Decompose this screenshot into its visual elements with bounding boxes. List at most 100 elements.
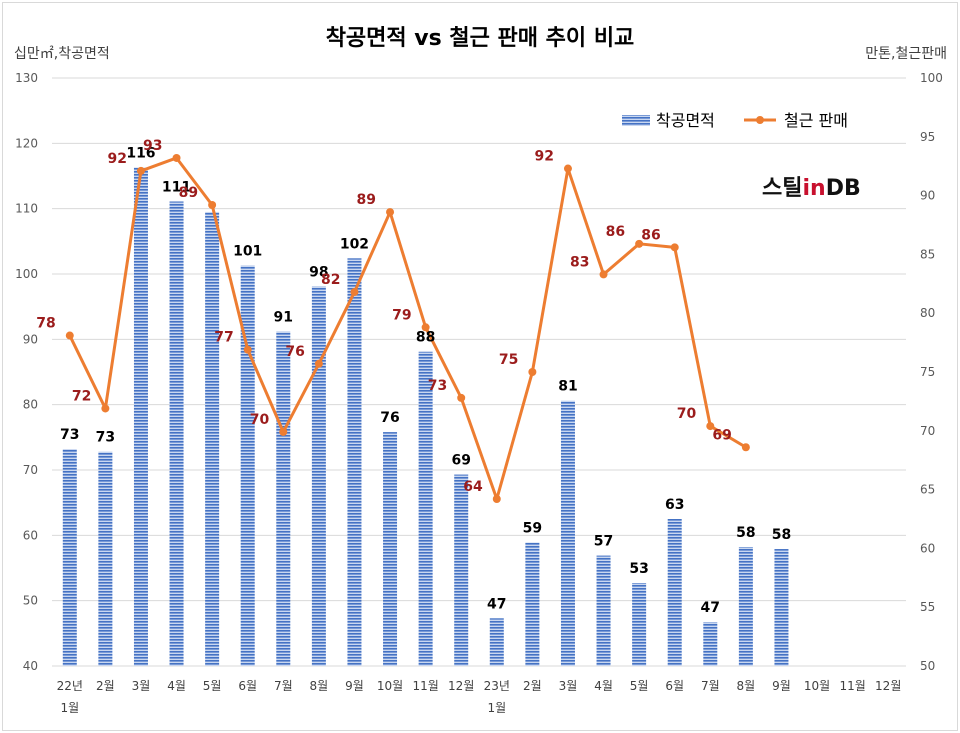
right-tick-label: 55	[920, 600, 935, 614]
line-point	[172, 153, 181, 162]
line-data-label: 70	[250, 412, 270, 428]
bar-data-label: 58	[772, 527, 791, 543]
x-tick-label: 6월	[238, 679, 257, 693]
x-tick-label: 7월	[274, 679, 293, 693]
bar	[560, 400, 575, 666]
left-tick-label: 40	[23, 659, 38, 673]
bar	[454, 474, 469, 666]
bar-data-label: 81	[558, 379, 577, 395]
bar-data-labels: 73 73 116 111 101 91 98 102 76 88 69 47 59 81 57 53 63 47…	[60, 146, 791, 617]
line-data-label: 86	[641, 227, 660, 243]
x-tick-label: 8월	[737, 679, 756, 693]
legend-bar-label: 착공면적	[656, 111, 715, 130]
right-tick-label: 65	[920, 483, 935, 497]
line-data-labels: 78 72 92 93 89 77 70 76 82 89 79 73 64 75 92 83 86 86 70 69	[36, 138, 732, 495]
bar-data-label: 116	[126, 146, 155, 162]
line-point	[492, 495, 501, 504]
bar	[133, 167, 148, 667]
x-tick-label: 9월	[345, 679, 364, 693]
line-point	[208, 201, 217, 210]
x-tick-label: 4월	[594, 679, 613, 693]
right-tick-label: 50	[920, 659, 935, 673]
bar	[205, 211, 220, 666]
right-tick-label: 70	[920, 424, 935, 438]
bar	[525, 542, 540, 666]
line-point	[386, 208, 395, 217]
x-tick-label: 1월	[60, 701, 79, 715]
x-tick-label: 9월	[772, 679, 791, 693]
line-data-label: 83	[570, 254, 589, 270]
bar	[169, 201, 184, 667]
bar-data-label: 102	[340, 236, 369, 252]
x-tick-label: 23년	[484, 679, 510, 693]
right-tick-label: 100	[920, 71, 943, 85]
line-point	[350, 288, 359, 297]
left-tick-label: 90	[23, 332, 38, 346]
line-data-label: 70	[677, 406, 697, 422]
bar-data-label: 111	[162, 179, 191, 195]
right-axis-unit: 만톤,철근판매	[865, 46, 947, 62]
x-axis-categories: 22년 1월 2월 3월 4월 5월 6월 7월 8월 9월 10월 11월 12월 23년 1월 2월 3월 4…	[57, 679, 902, 715]
left-tick-label: 120	[15, 136, 38, 150]
bar-data-label: 47	[487, 596, 506, 612]
bar	[774, 549, 789, 666]
x-tick-label: 7월	[701, 679, 720, 693]
bar-data-label: 63	[665, 497, 684, 513]
line-data-label: 89	[357, 192, 376, 208]
bar-data-label: 76	[380, 410, 399, 426]
line-data-label: 93	[143, 138, 162, 154]
line-point	[421, 323, 430, 332]
bar-data-label: 69	[451, 453, 470, 469]
x-tick-label: 3월	[559, 679, 578, 693]
line-point	[528, 368, 537, 376]
bar	[489, 618, 504, 666]
bar	[632, 583, 647, 666]
line-series	[65, 153, 750, 504]
bar-data-label: 59	[523, 521, 542, 537]
line-data-label: 73	[428, 378, 447, 394]
right-tick-label: 95	[920, 130, 935, 144]
x-tick-label: 22년	[57, 679, 83, 693]
bar	[703, 622, 718, 666]
x-tick-label: 10월	[804, 679, 830, 693]
line-point	[741, 443, 750, 452]
logo-text: 스틸inDB	[762, 176, 861, 201]
left-axis-ticks: 40 50 60 70 80 90 100 110 120 130	[15, 71, 38, 673]
bar-data-label: 73	[96, 430, 115, 446]
x-tick-label: 11월	[412, 679, 438, 693]
bar	[311, 286, 326, 666]
x-tick-label: 2월	[96, 679, 115, 693]
line-point	[563, 164, 572, 173]
line-data-label: 78	[36, 316, 55, 332]
x-tick-label: 6월	[665, 679, 684, 693]
line-point	[314, 359, 323, 368]
right-tick-label: 80	[920, 306, 935, 320]
gridlines	[52, 77, 906, 667]
x-tick-label: 3월	[132, 679, 151, 693]
line-data-label: 75	[499, 352, 518, 368]
bar-data-label: 98	[309, 264, 328, 280]
bar	[98, 451, 113, 666]
line-point	[279, 427, 288, 436]
line-data-label: 76	[285, 344, 304, 360]
line-data-label: 86	[606, 224, 625, 240]
bar	[62, 449, 77, 666]
left-tick-label: 80	[23, 398, 38, 412]
left-tick-label: 70	[23, 463, 38, 477]
line-data-label: 82	[321, 272, 340, 288]
line-point	[635, 239, 644, 248]
left-axis-unit: 십만㎡,착공면적	[14, 46, 110, 62]
chart-title: 착공면적 vs 철근 판매 추이 비교	[326, 26, 635, 51]
x-tick-label: 11월	[839, 679, 865, 693]
bar-series	[62, 167, 789, 667]
legend: 착공면적 철근 판매	[622, 111, 848, 130]
right-tick-label: 90	[920, 189, 935, 203]
line-point	[457, 393, 466, 402]
line-path	[68, 156, 747, 501]
bar	[276, 331, 291, 666]
left-tick-label: 130	[15, 71, 38, 85]
line-data-label: 77	[214, 330, 233, 346]
line-data-label: 79	[392, 307, 411, 323]
